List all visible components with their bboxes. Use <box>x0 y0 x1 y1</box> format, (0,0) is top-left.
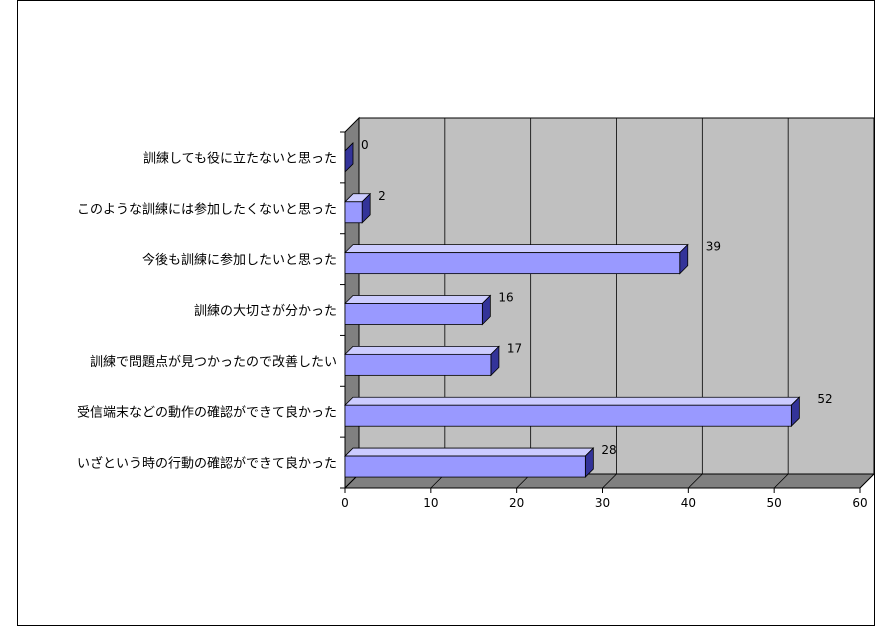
x-tick-labels: 0 10 20 30 40 50 60 <box>341 496 867 510</box>
bar <box>344 447 595 479</box>
bar-top <box>344 345 500 355</box>
gridline-floor <box>602 473 617 489</box>
bar-front <box>344 455 586 478</box>
category-label: 訓練で問題点が見つかったので改善したい <box>90 354 337 370</box>
category-label: 訓練の大切さが分かった <box>194 303 337 319</box>
bar <box>344 294 492 326</box>
bar-top <box>344 447 595 457</box>
category-label: いざという時の行動の確認ができて良かった <box>77 456 337 472</box>
bars-group <box>344 141 801 479</box>
gridline-floor <box>688 473 703 489</box>
category-label: 今後も訓練に参加したいと思った <box>142 252 337 268</box>
bar-side <box>344 141 354 173</box>
x-tick-label: 0 <box>341 496 349 510</box>
bar-top <box>344 295 492 304</box>
data-labels: 0 2 39 16 17 52 28 <box>361 138 833 457</box>
gridline-floor <box>859 473 875 489</box>
category-label: 訓練しても役に立たないと思った <box>143 150 337 166</box>
bar-top <box>344 244 689 254</box>
bar <box>344 141 354 173</box>
data-label: 39 <box>706 240 721 254</box>
bar <box>344 192 372 224</box>
data-label: 16 <box>498 291 513 305</box>
data-label: 17 <box>507 341 522 355</box>
category-label: このような訓練には参加したくないと思った <box>77 201 337 217</box>
bar-front <box>344 404 792 427</box>
x-tick-label: 50 <box>767 496 782 510</box>
bar-top <box>344 396 801 406</box>
category-labels: 訓練しても役に立たないと思ったこのような訓練には参加したくないと思った今後も訓練… <box>77 150 337 471</box>
gridline-floor <box>773 473 789 489</box>
data-label: 2 <box>378 189 386 203</box>
bar <box>344 345 500 377</box>
x-tick-label: 20 <box>509 496 524 510</box>
data-label: 52 <box>817 392 832 406</box>
bar-front <box>344 201 363 224</box>
x-tick-label: 40 <box>681 496 696 510</box>
bar <box>344 396 801 428</box>
bar-front <box>344 353 492 376</box>
category-label: 受信端末などの動作の確認ができて良かった <box>77 405 337 421</box>
bar <box>344 243 689 275</box>
x-tick-label: 60 <box>852 496 867 510</box>
bar-front <box>344 303 483 325</box>
x-tick-label: 10 <box>423 496 438 510</box>
bar-front <box>344 252 681 275</box>
data-label: 28 <box>601 443 616 457</box>
x-tick-label: 30 <box>595 496 610 510</box>
data-label: 0 <box>361 138 369 152</box>
